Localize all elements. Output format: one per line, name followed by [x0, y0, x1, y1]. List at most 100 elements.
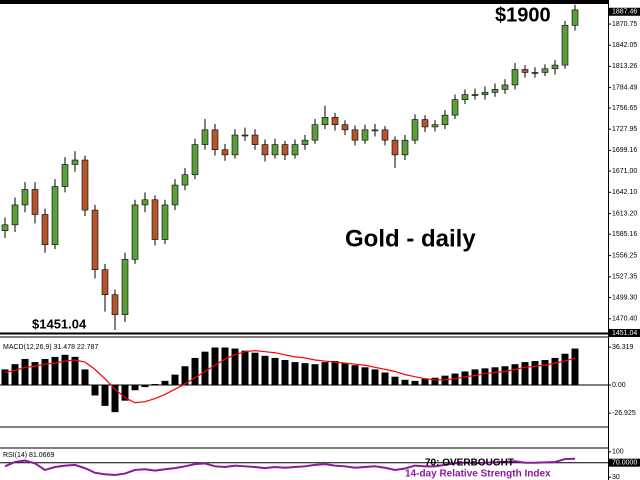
candle-body [191, 144, 199, 176]
macd-bar [501, 366, 509, 386]
y-tick-label: 0.00 [612, 382, 626, 389]
candle-body [451, 99, 459, 116]
y-tick-label: 1470.40 [612, 316, 637, 323]
macd-bar [431, 377, 439, 386]
y-tick-label: 1842.05 [612, 42, 637, 49]
y-tick-label: 1887.46 [612, 9, 637, 16]
candle-body [341, 124, 349, 131]
candle-body [441, 114, 449, 126]
macd-bar [121, 385, 129, 401]
candle-body [81, 159, 89, 211]
candle-body [1, 224, 9, 231]
macd-bar [491, 367, 499, 386]
annotation: Gold - daily [345, 225, 476, 252]
macd-bar [531, 361, 539, 386]
candle-body [61, 164, 69, 187]
candle-body [531, 72, 539, 74]
candle-body [541, 68, 549, 73]
macd-bar [101, 385, 109, 406]
candle-body [521, 69, 529, 73]
y-tick-label: 36.319 [612, 344, 634, 351]
y-tick-label: 70.0000 [612, 460, 637, 467]
candle-body [321, 117, 329, 126]
macd-bar [521, 362, 529, 386]
annotation: $1900 [495, 4, 551, 26]
candle-body [221, 149, 229, 156]
macd-bar [301, 363, 309, 386]
candle-body [181, 174, 189, 186]
candle-body [391, 139, 399, 156]
annotation: 70: OVERBOUGHT [425, 458, 514, 469]
y-tick-label: 30 [612, 474, 620, 480]
signal-line [4, 350, 576, 404]
candle-body [241, 134, 249, 137]
macd-bar [411, 380, 419, 386]
macd-bar [251, 352, 259, 386]
candle-body [561, 25, 569, 66]
candle-body [201, 129, 209, 145]
macd-bar [261, 355, 269, 386]
annotation: 14-day Relative Strength Index [405, 469, 551, 480]
candle-body [401, 139, 409, 156]
candle-body [21, 189, 29, 206]
candle-body [411, 119, 419, 141]
macd-bar [551, 357, 559, 386]
candle-body [171, 184, 179, 206]
macd-bar [401, 379, 409, 386]
macd-bar [571, 348, 579, 386]
macd-bar [231, 348, 239, 386]
candle-body [151, 199, 159, 240]
y-tick-label: 1451.04 [612, 330, 637, 337]
candle-body [501, 84, 509, 90]
annotation: $1451.04 [32, 316, 87, 331]
candle-body [121, 259, 129, 315]
candle-body [41, 214, 49, 245]
macd-bar [371, 369, 379, 386]
candle-body [551, 64, 559, 70]
candle-body [361, 129, 369, 141]
macd-bar [381, 372, 389, 386]
macd-bar [131, 385, 139, 391]
y-tick-label: 1527.35 [612, 274, 637, 281]
candle-body [211, 129, 219, 151]
y-tick-label: 1585.16 [612, 231, 637, 238]
candle-body [301, 139, 309, 145]
candle-body [421, 119, 429, 128]
candle-body [351, 129, 359, 141]
macd-bar [341, 363, 349, 386]
price-box [609, 7, 640, 16]
candle-body [231, 134, 239, 156]
panel-title: RSI(14) 81.0669 [3, 452, 54, 459]
panel-border [0, 0, 609, 4]
candle-body [331, 117, 339, 126]
macd-bar [331, 361, 339, 386]
candle-body [511, 69, 519, 86]
macd-bar [471, 369, 479, 386]
macd-bar [91, 385, 99, 396]
macd-bar [391, 376, 399, 386]
candle-body [311, 124, 319, 141]
macd-bar [191, 357, 199, 386]
macd-bar [461, 371, 469, 386]
macd-bar [141, 385, 149, 388]
candle-body [491, 89, 499, 93]
candle-body [381, 129, 389, 141]
candle-body [161, 204, 169, 240]
candle-body [271, 144, 279, 156]
macd-bar [321, 362, 329, 386]
macd-bar [311, 364, 319, 386]
price-box [609, 328, 640, 337]
y-tick-label: 1727.95 [612, 126, 637, 133]
candle-body [261, 144, 269, 156]
macd-bar [291, 362, 299, 386]
macd-bar [271, 357, 279, 386]
macd-bar [1, 369, 9, 386]
candle-body [111, 294, 119, 315]
rsi-line [4, 457, 576, 477]
macd-bar [81, 369, 89, 386]
candle-body [471, 94, 479, 96]
macd-bar [361, 367, 369, 386]
y-tick-label: 1642.10 [612, 189, 637, 196]
candle-body [371, 129, 379, 132]
